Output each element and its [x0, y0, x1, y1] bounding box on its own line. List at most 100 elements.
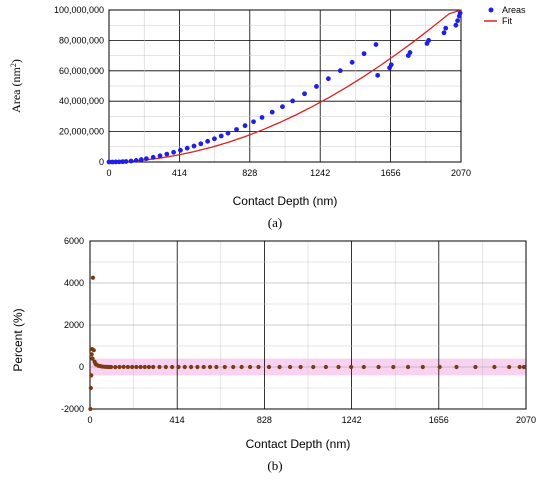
panel-a-data-point — [128, 158, 134, 164]
panel-b-x-tick-label: 828 — [257, 415, 272, 425]
panel-b-data-point — [349, 364, 354, 370]
panel-a-points-group — [106, 10, 463, 165]
panel-a-data-point — [113, 159, 119, 165]
panel-a-data-point — [242, 123, 248, 129]
panel-b-y-tick-label: -2000 — [61, 404, 84, 414]
panel-a-data-point — [375, 72, 381, 78]
panel-b-data-point — [239, 364, 244, 370]
panel-a-x-tick-label: 0 — [106, 168, 111, 178]
panel-b-x-axis-label: Contact Depth (nm) — [246, 437, 351, 451]
panel-b-points-group — [88, 275, 526, 412]
panel-a-data-point — [443, 25, 449, 31]
panel-a-y-axis-label: Area (nm2) — [9, 59, 24, 113]
panel-a-data-point — [426, 38, 432, 43]
panel-b-data-point — [146, 364, 152, 370]
panel-b-data-point — [117, 364, 122, 370]
panel-a-data-point — [373, 42, 379, 47]
panel-a-fit-line-group — [108, 9, 462, 163]
panel-b-y-tick-label: 6000 — [64, 236, 84, 246]
panel-a-data-point — [234, 127, 239, 132]
panel-b-data-point — [170, 364, 175, 370]
panel-b-data-point — [88, 385, 93, 391]
panel-a-data-point — [361, 51, 367, 57]
panel-a-data-point — [225, 130, 231, 136]
panel-b-data-point — [287, 364, 293, 370]
panel-a-data-point — [290, 98, 296, 104]
panel-a-y-tick-label: 80,000,000 — [59, 35, 104, 45]
panel-a-data-point — [269, 109, 275, 115]
panel-a-data-point — [388, 62, 394, 68]
panel-a-y-label-end: ) — [9, 59, 23, 63]
panel-a-data-point — [144, 156, 149, 162]
panel-b-data-point — [201, 364, 206, 370]
panel-a-data-point — [212, 136, 217, 142]
panel-a-data-point — [441, 30, 447, 36]
panel-b-y-tick-label: 2000 — [64, 320, 84, 330]
panel-a-data-point — [337, 68, 343, 74]
panel-a-data-point — [157, 153, 163, 159]
panel-b-y-ticks: -2000 0 2000 4000 6000 — [61, 236, 84, 414]
panel-b-data-point — [222, 364, 227, 370]
panel-b-data-point — [336, 364, 341, 370]
panel-a-data-point — [407, 50, 413, 55]
panel-b-data-point — [90, 356, 95, 361]
panel-a-data-point — [191, 143, 197, 149]
panel-a-data-point — [280, 104, 285, 110]
panel-b-data-point — [521, 364, 526, 370]
panel-a-data-point — [110, 159, 115, 165]
panel-b-data-point — [473, 364, 478, 370]
panel-b-data-point — [517, 364, 522, 370]
panel-a-data-point — [314, 84, 319, 89]
panel-b-data-point — [277, 364, 282, 370]
panel-a-data-point — [184, 145, 190, 151]
panel-b-data-point — [256, 364, 261, 370]
panel-a-y-ticks: 0 20,000,000 40,000,000 60,000,000 80,000,00… — [54, 5, 104, 167]
panel-b-data-point — [91, 348, 96, 353]
panel-b-plot-frame — [89, 240, 527, 410]
panel-a-data-point — [457, 10, 463, 16]
panel-b-y-axis-label: Percent (%) — [11, 308, 25, 371]
panel-a-fit-line — [108, 9, 462, 163]
legend-fit-label: Fit — [502, 16, 512, 26]
panel-b-data-point — [108, 364, 114, 370]
panel-b-x-tick-label: 2070 — [516, 415, 536, 425]
panel-b-data-point — [151, 364, 156, 370]
panel-b-data-point — [361, 364, 366, 370]
panel-a-data-point — [150, 154, 156, 160]
panel-a-data-point — [116, 159, 122, 165]
panel-a-plot-frame — [108, 9, 462, 163]
panel-a-y-tick-label: 20,000,000 — [59, 127, 104, 137]
panel-b-data-point — [376, 364, 381, 370]
panel-b-grid — [90, 241, 526, 409]
panel-a-data-point — [198, 141, 204, 147]
panel-a-data-point — [453, 22, 459, 28]
panel-b-x-tick-label: 414 — [170, 415, 185, 425]
panel-b-x-tick-label: 1656 — [429, 415, 449, 425]
panel-a-x-ticks: 0 414 828 1242 1656 2070 — [106, 168, 471, 178]
panel-b-data-point — [176, 364, 181, 370]
panel-b-x-tick-label: 0 — [87, 415, 92, 425]
panel-b-data-point — [138, 364, 143, 370]
panel-b-y-tick-label: 0 — [79, 362, 84, 372]
panel-b-data-point — [90, 275, 96, 280]
panel-b-data-point — [195, 364, 200, 370]
panel-a-caption: (a) — [268, 215, 282, 230]
panel-a-data-point — [325, 76, 331, 82]
panel-a-data-point — [138, 157, 144, 162]
panel-a-data-point — [123, 159, 129, 164]
panel-b-data-point — [157, 364, 162, 370]
panel-b-data-point — [121, 364, 126, 369]
panel-b-data-point — [323, 364, 329, 370]
panel-a-data-point — [218, 133, 224, 139]
panel-a-data-point — [133, 158, 139, 163]
panel-b-x-ticks: 0 414 828 1242 1656 2070 — [87, 415, 536, 425]
panel-b-data-point — [207, 364, 213, 370]
panel-a-data-point — [120, 159, 126, 165]
panel-a-y-tick-label: 60,000,000 — [59, 66, 104, 76]
panel-b-data-point — [113, 365, 118, 370]
panel-a-y-tick-label: 40,000,000 — [59, 96, 104, 106]
panel-b-data-point — [125, 364, 131, 370]
panel-a-x-axis-label: Contact Depth (nm) — [233, 194, 338, 208]
panel-b-data-point — [163, 364, 168, 370]
